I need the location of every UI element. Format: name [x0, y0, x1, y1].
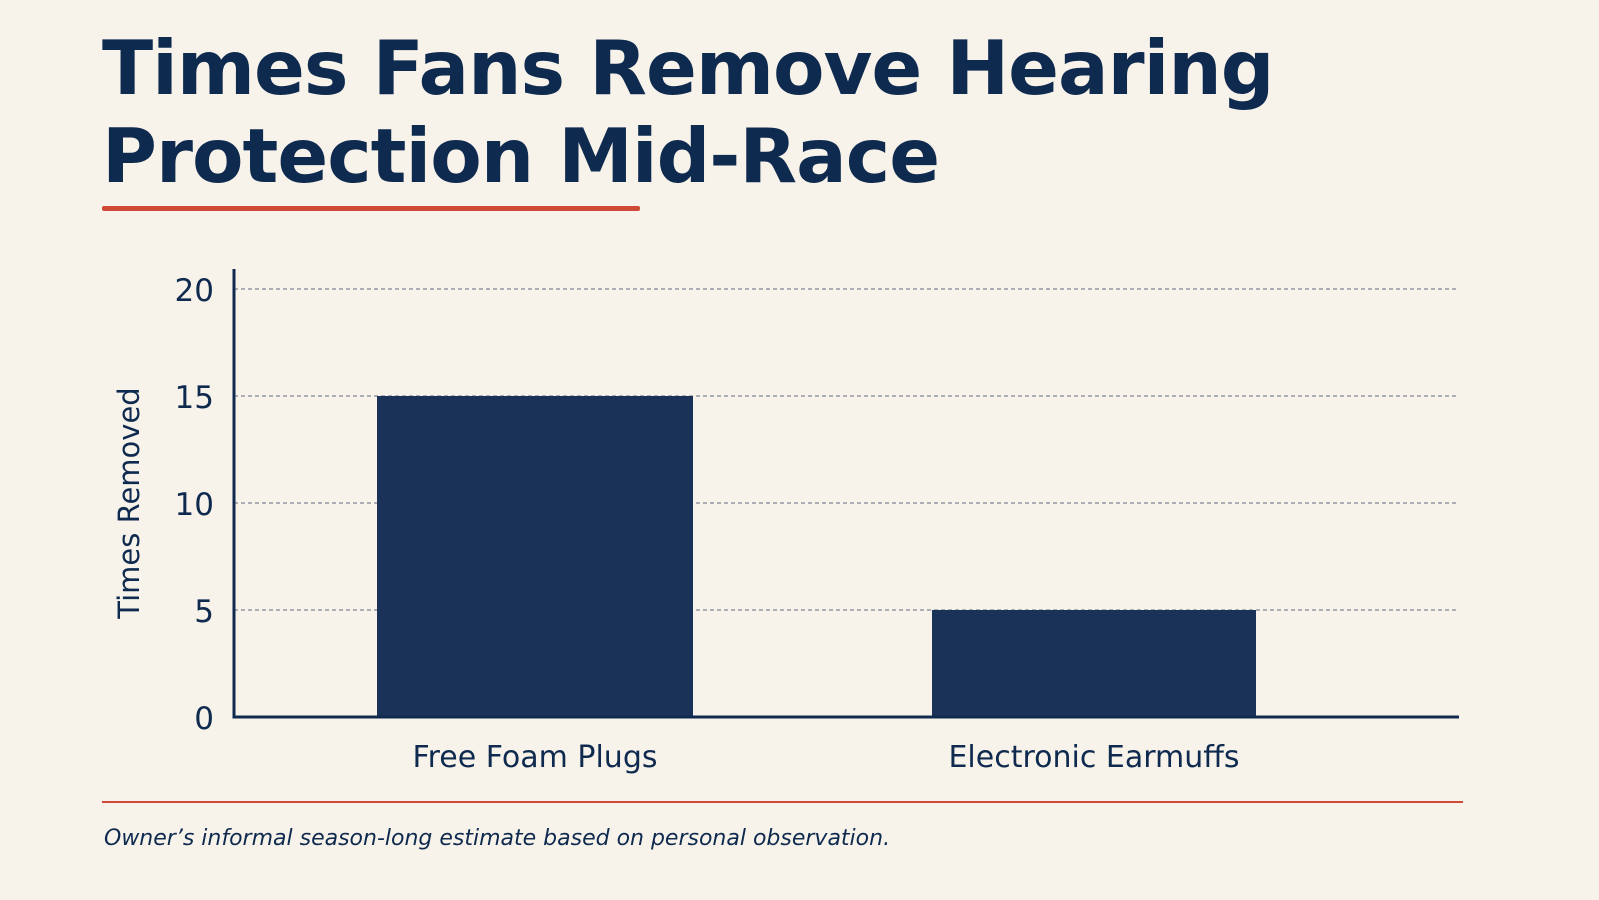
x-axis-labels: Free Foam Plugs Electronic Earmuffs: [413, 740, 1240, 775]
footer-divider: [102, 801, 1463, 803]
y-tick-label: 15: [175, 380, 214, 416]
bars: [377, 396, 1256, 717]
y-tick-label: 0: [194, 701, 214, 737]
y-tick-label: 10: [175, 487, 214, 523]
y-tick-label: 20: [175, 273, 214, 309]
bar: [932, 610, 1256, 717]
y-axis-ticks: 0 5 10 15 20: [175, 273, 214, 737]
chart-footnote: Owner’s informal season-long estimate ba…: [104, 826, 891, 851]
x-tick-label: Free Foam Plugs: [413, 740, 658, 775]
y-tick-label: 5: [194, 594, 214, 630]
chart-title: Times Fans Remove Hearing Protection Mid…: [102, 24, 1274, 200]
bar: [377, 396, 693, 717]
title-underline: [102, 206, 640, 211]
x-tick-label: Electronic Earmuffs: [948, 740, 1239, 775]
y-axis-title: Times Removed: [112, 387, 146, 619]
